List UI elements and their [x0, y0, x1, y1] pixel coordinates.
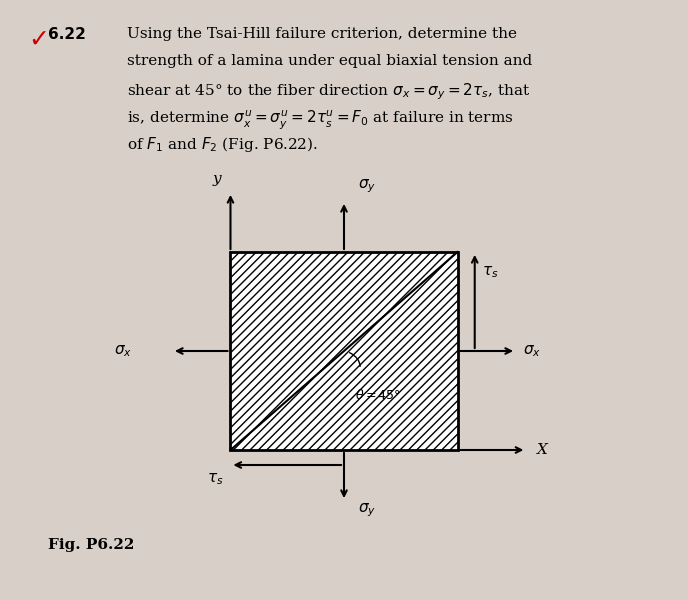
Text: $\sigma_y$: $\sigma_y$ — [358, 501, 376, 518]
Text: $\tau_s$: $\tau_s$ — [207, 471, 224, 487]
Text: X: X — [537, 443, 548, 457]
Text: of $F_1$ and $F_2$ (Fig. P6.22).: of $F_1$ and $F_2$ (Fig. P6.22). — [127, 135, 319, 154]
Text: $\sigma_x$: $\sigma_x$ — [114, 343, 131, 359]
Text: $\tau_s$: $\tau_s$ — [482, 264, 498, 280]
Text: Using the Tsai-Hill failure criterion, determine the: Using the Tsai-Hill failure criterion, d… — [127, 27, 517, 41]
Text: y: y — [213, 172, 221, 186]
Text: is, determine $\sigma^u_x = \sigma^u_y = 2\tau^u_s = F_0$ at failure in terms: is, determine $\sigma^u_x = \sigma^u_y =… — [127, 108, 514, 131]
Bar — [230, 252, 458, 450]
Text: $\sigma_x$: $\sigma_x$ — [523, 343, 541, 359]
Text: $\theta = 45°$: $\theta = 45°$ — [356, 388, 401, 401]
Text: $\sigma_y$: $\sigma_y$ — [358, 178, 376, 195]
Text: $\checkmark$: $\checkmark$ — [28, 27, 46, 51]
Text: 6.22: 6.22 — [48, 27, 86, 42]
Text: strength of a lamina under equal biaxial tension and: strength of a lamina under equal biaxial… — [127, 54, 533, 68]
Text: Fig. P6.22: Fig. P6.22 — [48, 538, 135, 552]
Text: shear at 45° to the fiber direction $\sigma_x = \sigma_y = 2\tau_s$, that: shear at 45° to the fiber direction $\si… — [127, 81, 531, 101]
